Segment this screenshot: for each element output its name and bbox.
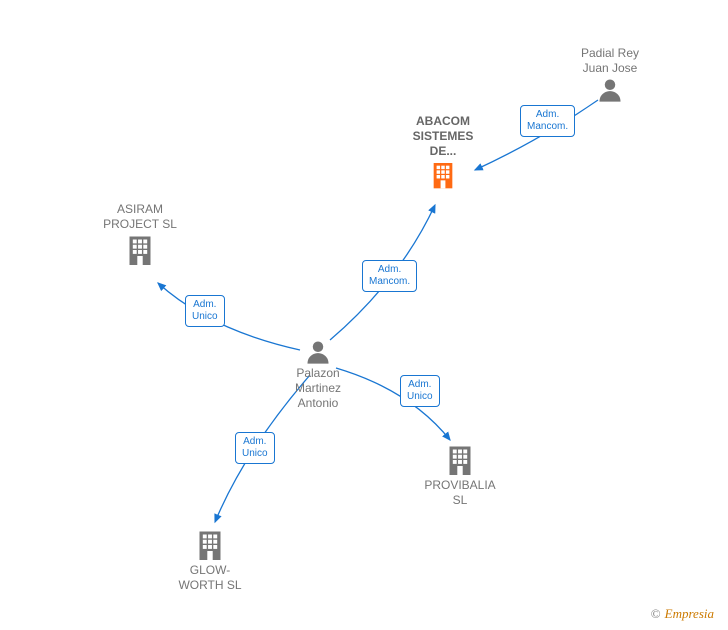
edge-label-palazon-provibalia: Adm.Unico [400, 375, 440, 407]
edge-label-palazon-abacom: Adm.Mancom. [362, 260, 417, 292]
node-label-asiram: ASIRAMPROJECT SL [80, 202, 200, 232]
node-provibalia[interactable]: PROVIBALIASL [400, 442, 520, 508]
node-asiram[interactable]: ASIRAMPROJECT SL [80, 202, 200, 268]
node-label-provibalia: PROVIBALIASL [400, 478, 520, 508]
node-abacom[interactable]: ABACOMSISTEMESDE... [383, 114, 503, 191]
diagram-canvas: Padial ReyJuan Jose ABACOMSISTEMESDE... … [0, 0, 728, 630]
credit-text: Empresia [665, 606, 714, 621]
copyright-symbol: © [651, 606, 661, 621]
edge-label-padial-abacom: Adm.Mancom. [520, 105, 575, 137]
node-glowworth[interactable]: GLOW-WORTH SL [150, 527, 270, 593]
node-label-palazon: PalazonMartinezAntonio [258, 366, 378, 411]
node-label-padial: Padial ReyJuan Jose [550, 46, 670, 76]
node-palazon[interactable]: PalazonMartinezAntonio [258, 338, 378, 411]
node-padial[interactable]: Padial ReyJuan Jose [550, 46, 670, 104]
node-label-abacom: ABACOMSISTEMESDE... [383, 114, 503, 159]
node-label-glowworth: GLOW-WORTH SL [150, 563, 270, 593]
edge-label-palazon-asiram: Adm.Unico [185, 295, 225, 327]
edge-label-palazon-glowworth: Adm.Unico [235, 432, 275, 464]
credit: © Empresia [651, 606, 714, 622]
